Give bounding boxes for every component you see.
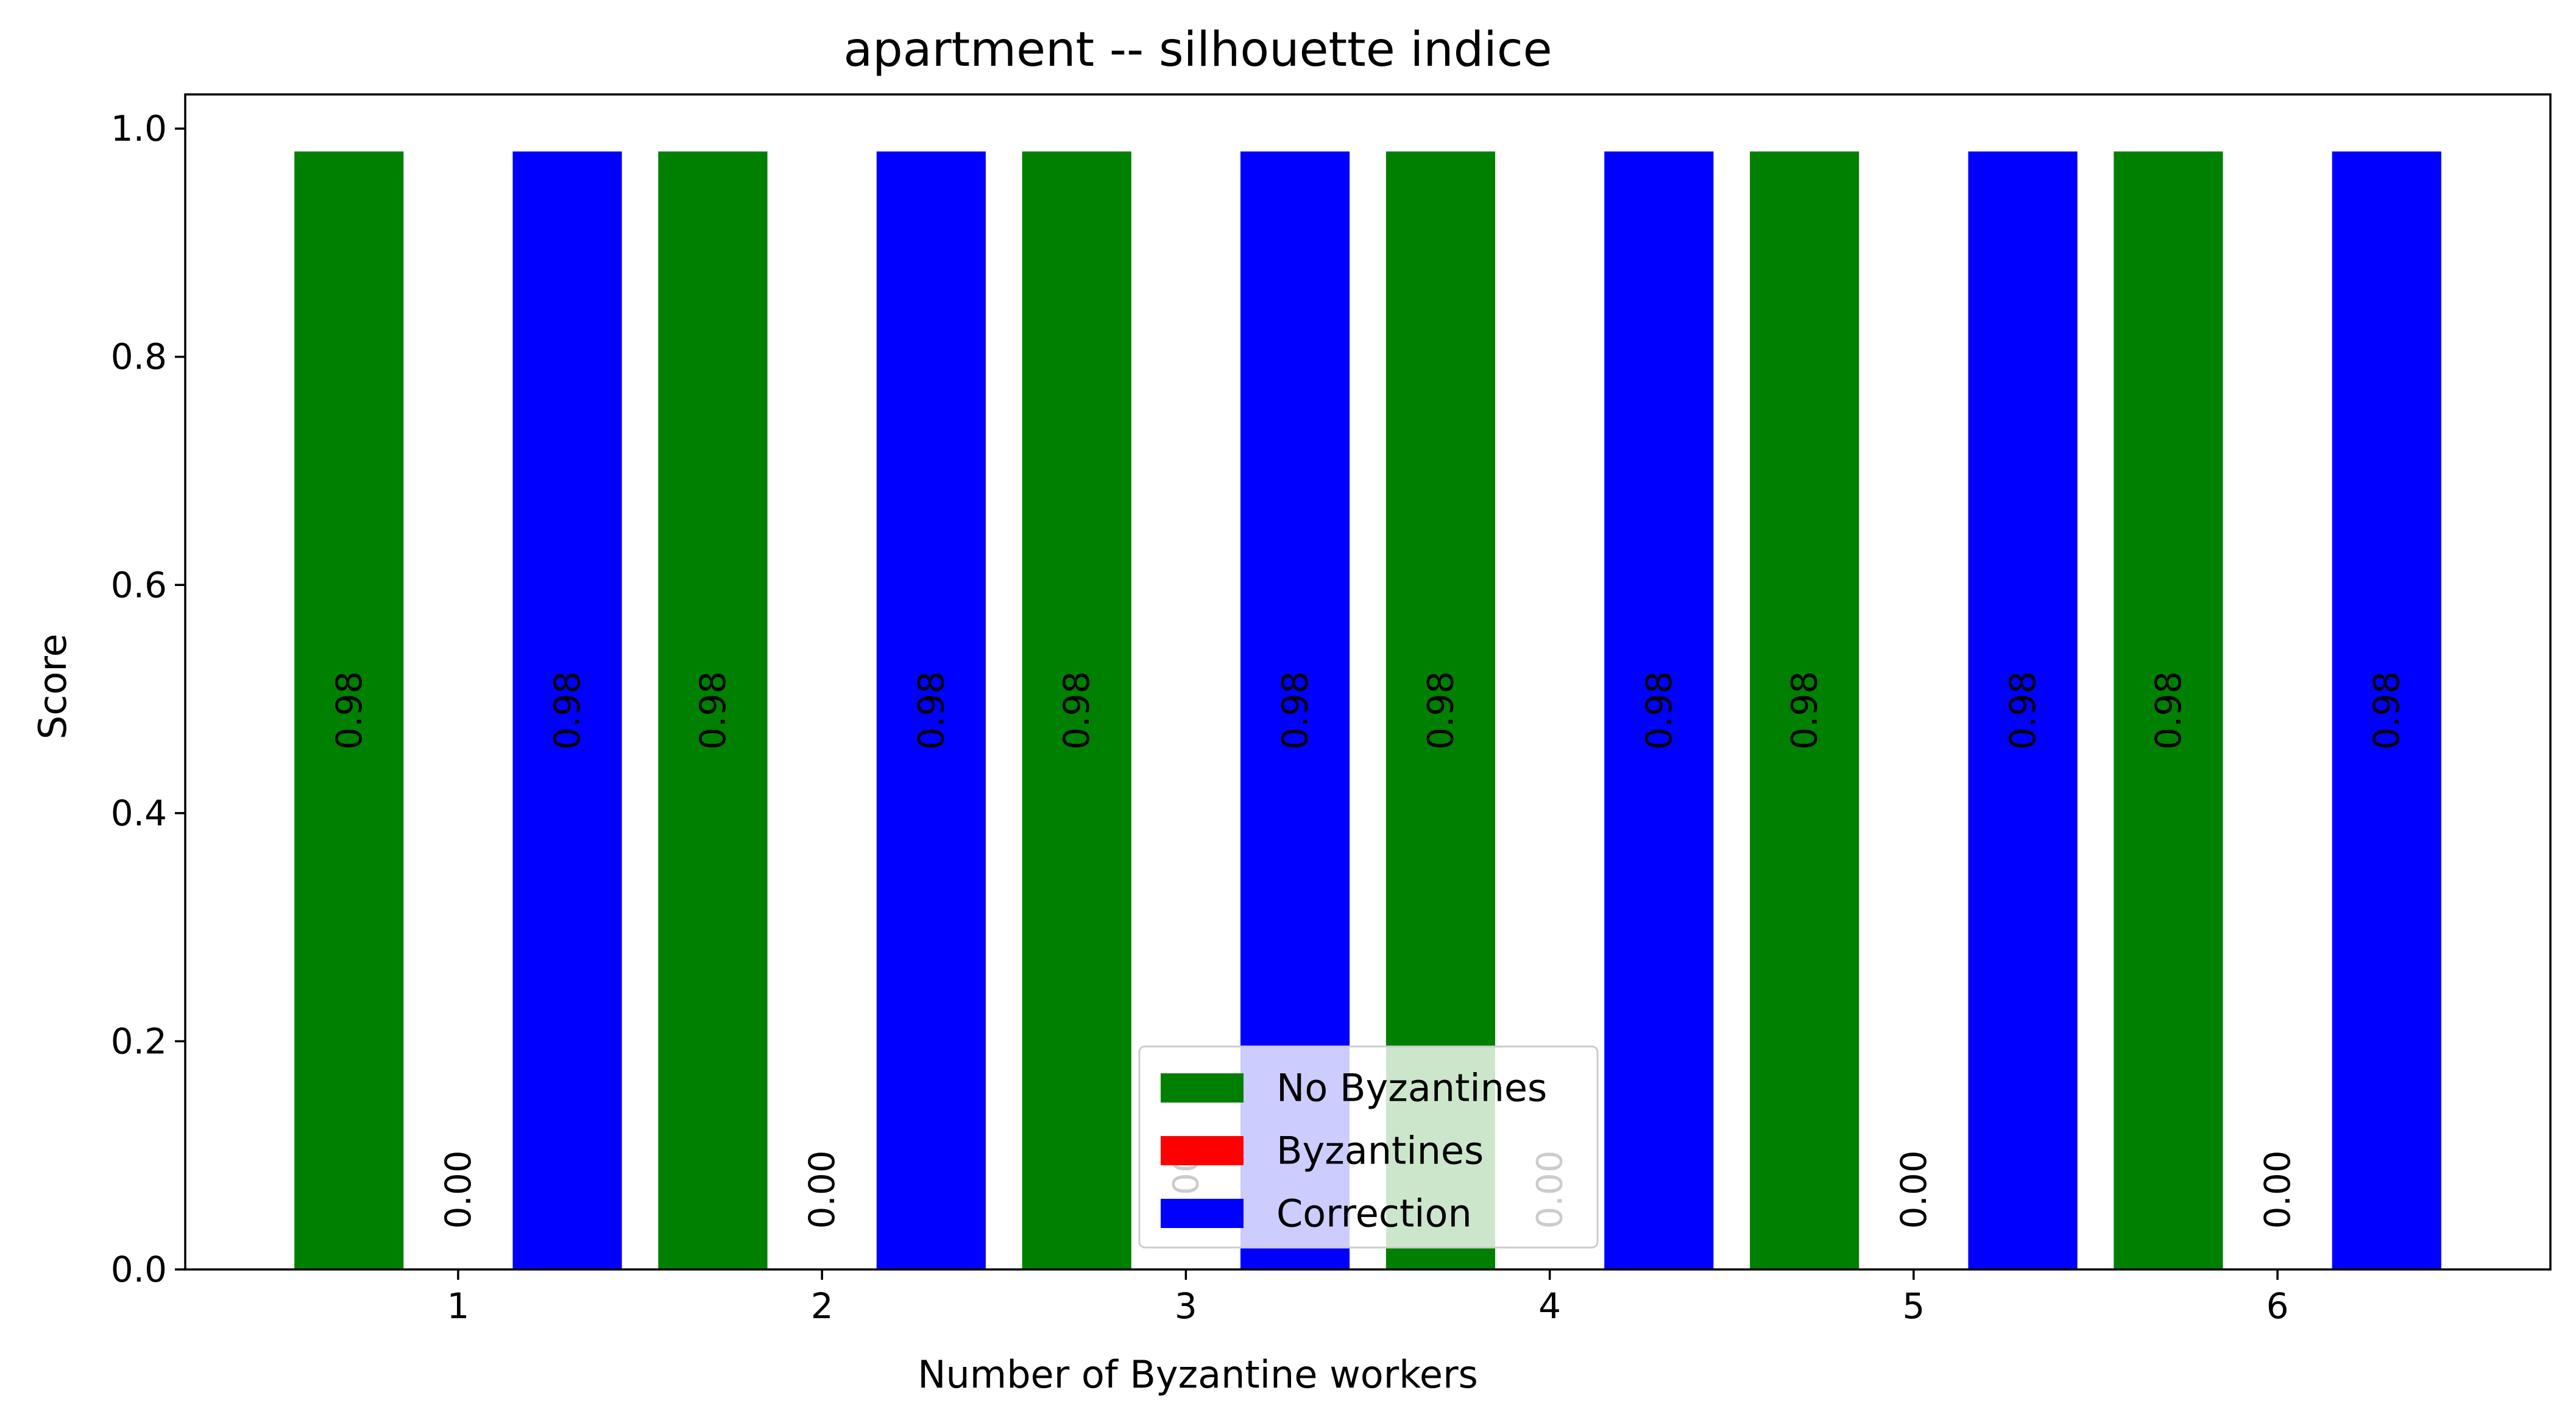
x-tick-label: 1 — [447, 1285, 469, 1327]
bar-correction-4 — [1604, 151, 1714, 1270]
bar-no-byzantines-5 — [1750, 151, 1859, 1270]
bar-value-label: 0.98 — [1638, 671, 1680, 750]
bar-value-label: 0.98 — [1420, 671, 1461, 750]
y-axis-label: Score — [30, 634, 75, 739]
bar-value-label: 0.98 — [910, 671, 952, 750]
x-axis: 1 2 3 4 5 6 — [447, 1269, 2289, 1327]
legend: No Byzantines Byzantines Correction — [1138, 1045, 1599, 1249]
axes-frame — [184, 93, 2552, 1271]
bar-value-label: 0.98 — [2366, 671, 2407, 750]
bar-no-byzantines-6 — [2114, 151, 2223, 1270]
bar-correction-5 — [1968, 151, 2078, 1270]
bar-value-label: 0.98 — [1784, 671, 1825, 750]
bar-correction-6 — [2332, 151, 2441, 1270]
legend-label: No Byzantines — [1276, 1066, 1547, 1110]
bar-no-byzantines-1 — [294, 151, 404, 1270]
x-tick-label: 6 — [2266, 1285, 2289, 1327]
chart-title: apartment -- silhouette indice — [843, 23, 1552, 77]
y-axis: 0.0 0.2 0.4 0.6 0.8 1.0 — [111, 108, 185, 1290]
bar-correction-1 — [512, 151, 622, 1270]
bar-value-label: 0.00 — [437, 1150, 479, 1229]
bar-value-label: 0.00 — [1893, 1150, 1934, 1229]
bar-value-label: 0.98 — [1275, 671, 1316, 750]
x-tick-label: 2 — [811, 1285, 833, 1327]
legend-label: Byzantines — [1276, 1129, 1484, 1173]
bar-labels-layer: 0.98 0.98 0.98 0.98 0.98 0.98 0.00 0.00 0.00 0.00… — [328, 671, 2407, 1229]
legend-swatch-no-byzantines — [1161, 1073, 1244, 1103]
legend-box — [1138, 1045, 1599, 1249]
x-tick-label: 3 — [1175, 1285, 1197, 1327]
bar-value-label: 0.00 — [2257, 1150, 2298, 1229]
y-tick-label: 0.6 — [111, 564, 167, 605]
x-tick-label: 4 — [1538, 1285, 1561, 1327]
x-axis-label: Number of Byzantine workers — [918, 1352, 1478, 1397]
y-tick-label: 0.8 — [111, 336, 167, 378]
y-tick-label: 0.4 — [111, 792, 167, 834]
bar-no-byzantines-2 — [658, 151, 768, 1270]
bar-correction-2 — [876, 151, 986, 1270]
y-tick-label: 0.0 — [111, 1249, 167, 1290]
x-tick-label: 5 — [1902, 1285, 1925, 1327]
bar-value-label: 0.98 — [1056, 671, 1097, 750]
bar-no-byzantines-3 — [1022, 151, 1131, 1270]
y-tick-label: 0.2 — [111, 1020, 167, 1062]
bar-value-label: 0.98 — [2148, 671, 2189, 750]
legend-swatch-correction — [1161, 1199, 1244, 1228]
legend-label: Correction — [1276, 1191, 1472, 1236]
bar-value-label: 0.98 — [328, 671, 370, 750]
y-tick-label: 1.0 — [111, 108, 167, 149]
bar-value-label: 0.98 — [692, 671, 734, 750]
bar-value-label: 0.98 — [2002, 671, 2043, 750]
legend-swatch-byzantines — [1161, 1136, 1244, 1165]
bar-value-label: 0.00 — [801, 1150, 843, 1229]
bar-value-label: 0.98 — [547, 671, 588, 750]
